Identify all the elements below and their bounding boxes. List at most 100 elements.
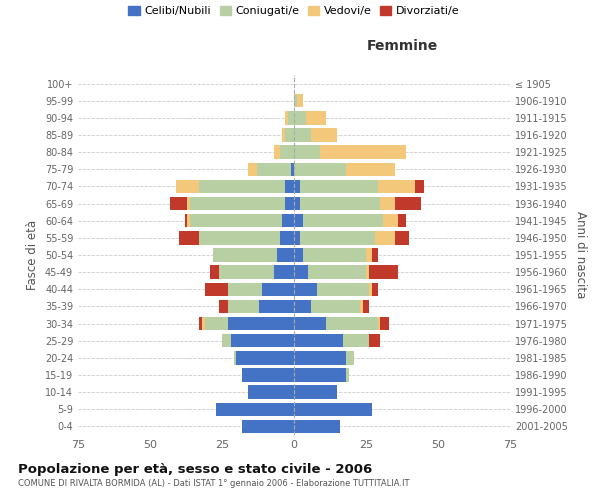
Bar xyxy=(363,300,369,313)
Bar xyxy=(228,317,294,330)
Bar xyxy=(233,351,236,364)
Bar xyxy=(294,128,311,141)
Bar xyxy=(187,214,190,228)
Bar xyxy=(369,334,380,347)
Bar xyxy=(205,317,228,330)
Bar xyxy=(230,334,294,347)
Bar xyxy=(277,248,294,262)
Bar xyxy=(222,334,230,347)
Bar xyxy=(346,162,395,176)
Bar xyxy=(199,180,286,193)
Bar xyxy=(302,248,366,262)
Bar xyxy=(380,317,389,330)
Bar xyxy=(383,214,398,228)
Bar xyxy=(274,266,294,279)
Bar xyxy=(398,214,406,228)
Bar xyxy=(286,197,294,210)
Y-axis label: Anni di nascita: Anni di nascita xyxy=(574,212,587,298)
Bar xyxy=(211,266,219,279)
Text: COMUNE DI RIVALTA BORMIDA (AL) - Dati ISTAT 1° gennaio 2006 - Elaborazione TUTTI: COMUNE DI RIVALTA BORMIDA (AL) - Dati IS… xyxy=(18,479,409,488)
Bar xyxy=(294,300,311,313)
Bar xyxy=(294,402,372,416)
Bar xyxy=(369,266,398,279)
Bar xyxy=(294,94,297,108)
Bar xyxy=(294,231,300,244)
Bar xyxy=(372,248,377,262)
Bar xyxy=(288,111,294,124)
Bar xyxy=(199,317,202,330)
Bar xyxy=(205,282,228,296)
Bar xyxy=(199,231,280,244)
Bar xyxy=(294,266,308,279)
Bar xyxy=(185,214,187,228)
Bar xyxy=(214,248,277,262)
Bar xyxy=(395,197,421,210)
Bar xyxy=(291,162,294,176)
Bar xyxy=(294,351,346,364)
Bar xyxy=(283,128,286,141)
Bar xyxy=(280,231,294,244)
Bar xyxy=(248,386,294,399)
Bar xyxy=(300,180,377,193)
Bar xyxy=(280,146,294,159)
Bar xyxy=(294,214,302,228)
Bar xyxy=(294,197,300,210)
Legend: Celibi/Nubili, Coniugati/e, Vedovi/e, Divorziati/e: Celibi/Nubili, Coniugati/e, Vedovi/e, Di… xyxy=(124,2,464,20)
Bar xyxy=(228,300,259,313)
Bar xyxy=(300,197,380,210)
Bar xyxy=(369,282,372,296)
Bar xyxy=(170,197,187,210)
Bar xyxy=(326,317,377,330)
Bar xyxy=(259,300,294,313)
Bar xyxy=(294,248,302,262)
Bar xyxy=(202,317,205,330)
Bar xyxy=(366,266,369,279)
Bar xyxy=(317,282,369,296)
Bar xyxy=(242,420,294,433)
Bar xyxy=(294,282,317,296)
Y-axis label: Fasce di età: Fasce di età xyxy=(26,220,39,290)
Bar xyxy=(346,351,355,364)
Bar xyxy=(219,300,228,313)
Bar xyxy=(297,94,302,108)
Bar xyxy=(294,386,337,399)
Bar xyxy=(395,231,409,244)
Bar xyxy=(311,128,337,141)
Bar xyxy=(216,402,294,416)
Bar xyxy=(343,334,369,347)
Bar xyxy=(294,317,326,330)
Bar xyxy=(294,111,305,124)
Bar xyxy=(294,334,343,347)
Bar xyxy=(257,162,291,176)
Text: Femmine: Femmine xyxy=(367,40,437,54)
Bar xyxy=(286,128,294,141)
Bar xyxy=(346,368,349,382)
Bar xyxy=(294,180,300,193)
Bar xyxy=(372,282,377,296)
Bar xyxy=(187,197,190,210)
Bar xyxy=(377,317,380,330)
Bar xyxy=(176,180,199,193)
Bar xyxy=(274,146,280,159)
Bar xyxy=(311,300,360,313)
Bar xyxy=(294,146,320,159)
Bar xyxy=(294,368,346,382)
Bar xyxy=(300,231,374,244)
Bar xyxy=(228,282,262,296)
Bar xyxy=(286,111,288,124)
Bar xyxy=(360,300,363,313)
Bar xyxy=(302,214,383,228)
Bar xyxy=(190,197,286,210)
Bar xyxy=(179,231,199,244)
Bar xyxy=(242,368,294,382)
Bar xyxy=(320,146,406,159)
Bar xyxy=(294,420,340,433)
Bar xyxy=(283,214,294,228)
Bar xyxy=(219,266,274,279)
Bar xyxy=(286,180,294,193)
Bar xyxy=(236,351,294,364)
Bar xyxy=(305,111,326,124)
Bar xyxy=(294,162,346,176)
Bar xyxy=(380,197,395,210)
Bar xyxy=(308,266,366,279)
